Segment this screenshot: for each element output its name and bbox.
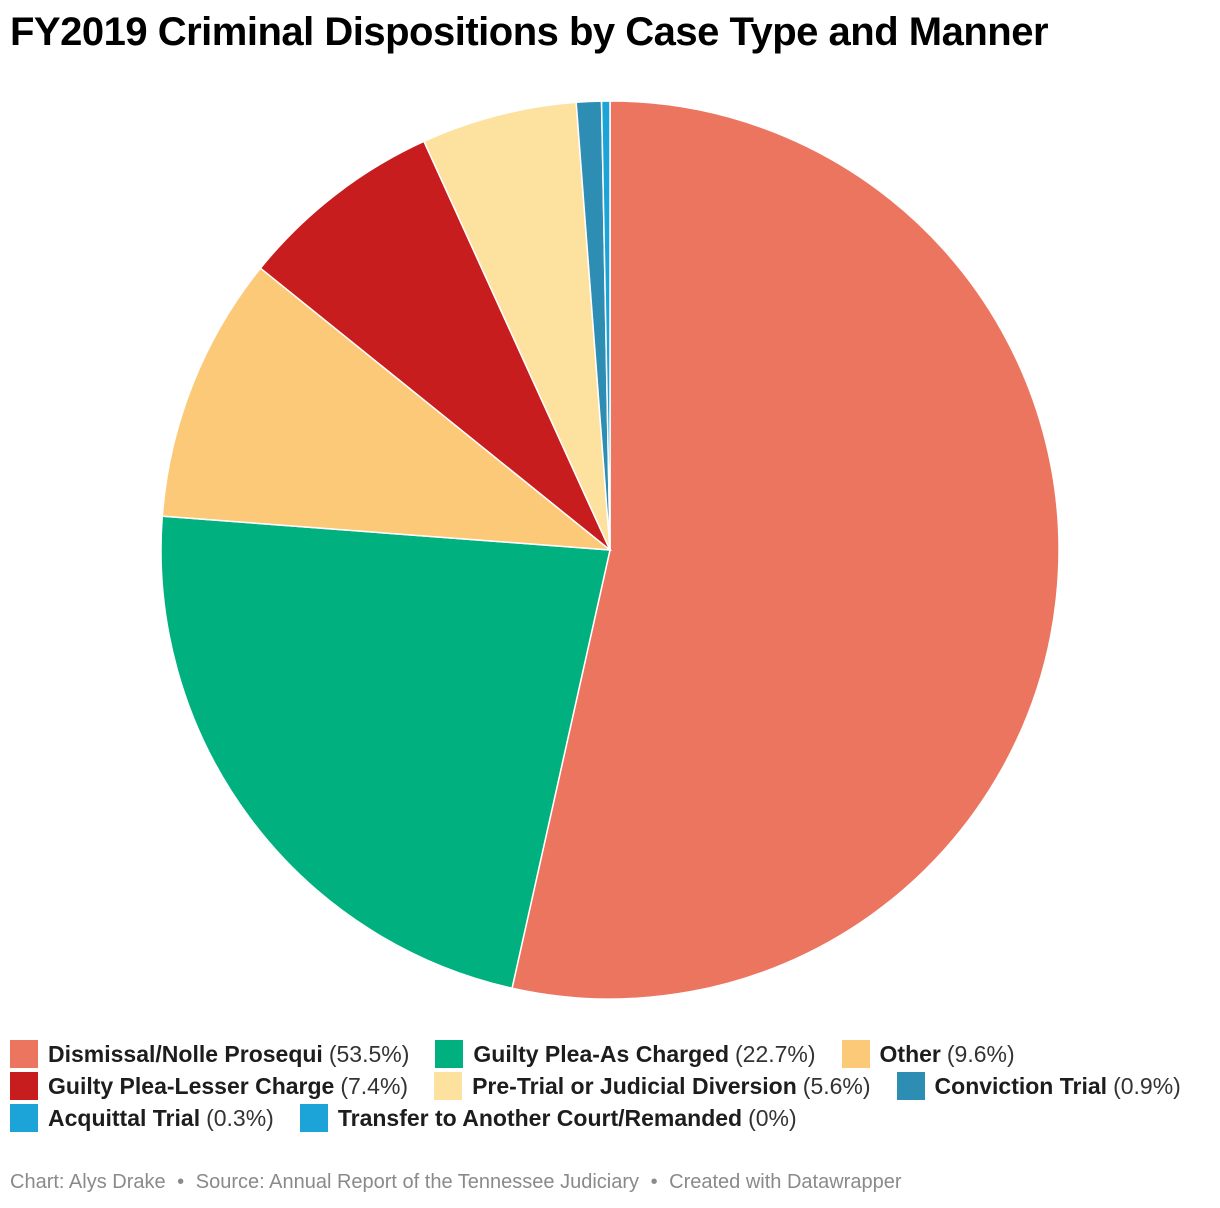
legend-label: Conviction Trial [934, 1072, 1108, 1099]
legend-swatch [434, 1072, 463, 1100]
pie-slice-pre-trial-or-judicial-diversion [422, 101, 611, 551]
legend-item-dismissal: Dismissal/Nolle Prosequi (53.5%) [10, 1040, 409, 1068]
legend-row: Dismissal/Nolle Prosequi (53.5%) Guilty … [10, 1038, 1210, 1070]
legend-value: (5.6%) [802, 1072, 871, 1099]
pie-slice-acquittal-trial [600, 100, 611, 551]
legend-label: Transfer to Another Court/Remanded [337, 1104, 743, 1131]
legend-value: (53.5%) [328, 1040, 410, 1067]
footer-separator: • [650, 1171, 658, 1193]
pie-chart [160, 100, 1060, 1000]
legend-value: (0.9%) [1113, 1072, 1181, 1099]
legend: Dismissal/Nolle Prosequi (53.5%) Guilty … [10, 1038, 1210, 1134]
legend-label: Guilty Plea-As Charged [473, 1040, 729, 1067]
pie-slice-guilty-plea-as-charged [160, 515, 611, 990]
legend-value: (9.6%) [946, 1040, 1015, 1067]
legend-item-guilty-plea-lesser: Guilty Plea-Lesser Charge (7.4%) [10, 1072, 408, 1100]
pie-slices [160, 100, 1060, 1000]
legend-value: (0.3%) [206, 1104, 274, 1131]
legend-swatch [896, 1072, 925, 1100]
footer: Chart: Alys Drake • Source: Annual Repor… [10, 1171, 901, 1194]
legend-item-conviction-trial: Conviction Trial (0.9%) [896, 1072, 1181, 1100]
legend-swatch [10, 1104, 38, 1132]
legend-label: Guilty Plea-Lesser Charge [48, 1072, 335, 1099]
legend-label: Pre-Trial or Judicial Diversion [472, 1072, 797, 1099]
legend-label: Acquittal Trial [48, 1104, 201, 1131]
legend-value: (0%) [748, 1104, 797, 1131]
pie-slice-other [161, 267, 613, 551]
legend-row: Acquittal Trial (0.3%) Transfer to Anoth… [10, 1102, 1210, 1134]
legend-swatch [10, 1072, 38, 1100]
chart-credit: Chart: Alys Drake [10, 1171, 166, 1193]
legend-value: (7.4%) [340, 1072, 409, 1099]
footer-separator: • [177, 1171, 185, 1193]
legend-item-pre-trial-diversion: Pre-Trial or Judicial Diversion (5.6%) [434, 1072, 871, 1100]
legend-label: Dismissal/Nolle Prosequi [48, 1040, 323, 1067]
legend-item-other: Other (9.6%) [841, 1040, 1015, 1068]
chart-title: FY2019 Criminal Dispositions by Case Typ… [10, 10, 1049, 54]
legend-swatch [299, 1104, 328, 1132]
created-with-note: Created with Datawrapper [669, 1171, 902, 1193]
legend-row: Guilty Plea-Lesser Charge (7.4%) Pre-Tri… [10, 1070, 1210, 1102]
legend-label: Other [879, 1040, 941, 1067]
pie-slice-dismissal-nolle-prosequi [511, 100, 1060, 1000]
legend-value: (22.7%) [735, 1040, 816, 1067]
pie-slice-guilty-plea-lesser-charge [259, 140, 611, 551]
legend-swatch [435, 1040, 464, 1068]
legend-swatch [841, 1040, 870, 1068]
legend-item-guilty-plea-as-charged: Guilty Plea-As Charged (22.7%) [435, 1040, 816, 1068]
source-note: Source: Annual Report of the Tennessee J… [195, 1171, 639, 1193]
legend-item-transfer: Transfer to Another Court/Remanded (0%) [299, 1104, 797, 1132]
legend-swatch [10, 1040, 38, 1068]
legend-item-acquittal-trial: Acquittal Trial (0.3%) [10, 1104, 274, 1132]
